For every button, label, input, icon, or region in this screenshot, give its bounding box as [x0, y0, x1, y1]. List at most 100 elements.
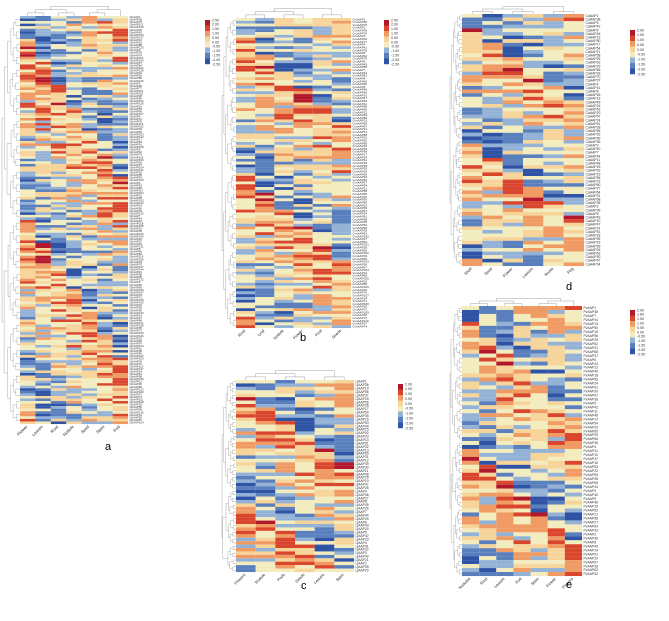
heatmap-cell	[334, 390, 355, 394]
heatmap-cell	[112, 214, 129, 218]
heatmap-cell	[530, 341, 548, 346]
heatmap-cell	[334, 472, 355, 477]
heatmap-cell	[523, 165, 544, 169]
panel-b-row-dendrogram-branch	[232, 49, 236, 55]
heatmap-cell	[543, 179, 564, 184]
heatmap-cell	[255, 218, 275, 221]
heatmap-cell	[50, 72, 67, 75]
heatmap-cell	[236, 313, 256, 317]
panel-d-row-dendrogram-branch	[457, 17, 460, 26]
heatmap-cell	[293, 302, 313, 306]
row-label: LjAAP54	[356, 411, 369, 415]
heatmap-cell	[295, 448, 315, 453]
heatmap-cell	[312, 277, 332, 281]
heatmap-cell	[314, 561, 335, 566]
row-label: LjAAP22	[356, 548, 369, 552]
heatmap-cell	[523, 222, 544, 227]
heatmap-cell	[112, 242, 129, 246]
heatmap-cell	[563, 107, 585, 112]
heatmap-cell	[66, 110, 82, 113]
heatmap-cell	[563, 82, 585, 87]
heatmap-cell	[112, 268, 129, 272]
heatmap-cell	[564, 484, 583, 489]
heatmap-cell	[50, 130, 67, 134]
row-label: GhAAP48	[130, 349, 143, 353]
heatmap-cell	[112, 370, 129, 374]
heatmap-cell	[97, 44, 113, 47]
heatmap-cell	[312, 291, 332, 295]
heatmap-cell	[50, 128, 67, 131]
heatmap-cell	[112, 204, 129, 208]
row-label: GhAAP111	[130, 398, 144, 402]
heatmap-cell	[81, 184, 98, 187]
row-label: GhAAP66	[130, 130, 143, 134]
row-label: GhAAP150	[130, 58, 144, 62]
heatmap-cell	[97, 283, 113, 287]
heatmap-cell	[274, 294, 294, 298]
row-label: GmAAP10	[353, 93, 368, 97]
heatmap-cell	[462, 96, 483, 101]
heatmap-cell	[20, 365, 36, 368]
heatmap-cell	[293, 29, 313, 33]
heatmap-cell	[81, 370, 98, 374]
row-label: PvAAP66	[584, 437, 599, 441]
heatmap-cell	[462, 337, 480, 342]
heatmap-cell	[66, 390, 82, 394]
panel-c-row-dendrogram-branch	[229, 506, 234, 514]
row-label: GhAAP56	[130, 206, 143, 210]
heatmap-cell	[482, 176, 503, 180]
heatmap-cell	[97, 360, 113, 363]
row-label: GhAAP34	[130, 293, 143, 297]
heatmap-cell	[112, 61, 129, 65]
heatmap-cell	[564, 401, 583, 406]
heatmap-cell	[50, 207, 67, 210]
heatmap-cell	[334, 410, 355, 415]
heatmap-cell	[66, 230, 82, 233]
heatmap-cell	[66, 283, 82, 287]
heatmap-cell	[502, 262, 524, 267]
heatmap-cell	[97, 406, 113, 409]
heatmap-cell	[112, 72, 129, 75]
row-label: GmAAP2	[353, 26, 366, 30]
heatmap-cell	[293, 127, 313, 131]
heatmap-cell	[502, 28, 524, 33]
heatmap-cell	[479, 413, 497, 418]
row-label: LjAAP8	[356, 500, 367, 504]
panel-b-row-dendrogram-branch	[225, 192, 229, 232]
heatmap-cell	[530, 441, 548, 446]
heatmap-cell	[462, 345, 480, 350]
heatmap-cell	[50, 230, 67, 233]
heatmap-cell	[50, 393, 67, 396]
heatmap-cell	[97, 375, 113, 379]
heatmap-cell	[543, 75, 564, 79]
heatmap-cell	[35, 357, 51, 361]
row-label: LjAAP50	[356, 452, 369, 456]
heatmap-cell	[81, 421, 98, 425]
heatmap-cell	[97, 199, 113, 203]
row-label: GmAAP53	[353, 147, 368, 151]
heatmap-cell	[547, 524, 565, 529]
heatmap-cell	[35, 360, 51, 363]
heatmap-cell	[295, 541, 315, 545]
heatmap-cell	[462, 393, 480, 398]
panel-b-row-dendrogram-branch	[233, 39, 236, 45]
panel-a-row-dendrogram-branch	[7, 41, 11, 93]
heatmap-cell	[112, 248, 129, 251]
row-label: GhAAP136	[130, 410, 144, 414]
heatmap-cell	[293, 254, 313, 258]
heatmap-cell	[502, 114, 524, 119]
heatmap-cell	[462, 397, 480, 402]
heatmap-cell	[35, 128, 51, 131]
panel-e-row-dendrogram-branch	[458, 316, 462, 321]
heatmap-cell	[312, 206, 332, 210]
heatmap-cell	[97, 158, 113, 162]
heatmap-cell	[530, 309, 548, 314]
heatmap-cell	[255, 192, 275, 196]
heatmap-cell	[97, 258, 113, 261]
heatmap-cell	[523, 237, 544, 241]
heatmap-cell	[543, 190, 564, 195]
heatmap-cell	[97, 84, 113, 88]
heatmap-cell	[35, 169, 51, 172]
heatmap-cell	[20, 130, 36, 134]
heatmap-cell	[255, 212, 275, 216]
